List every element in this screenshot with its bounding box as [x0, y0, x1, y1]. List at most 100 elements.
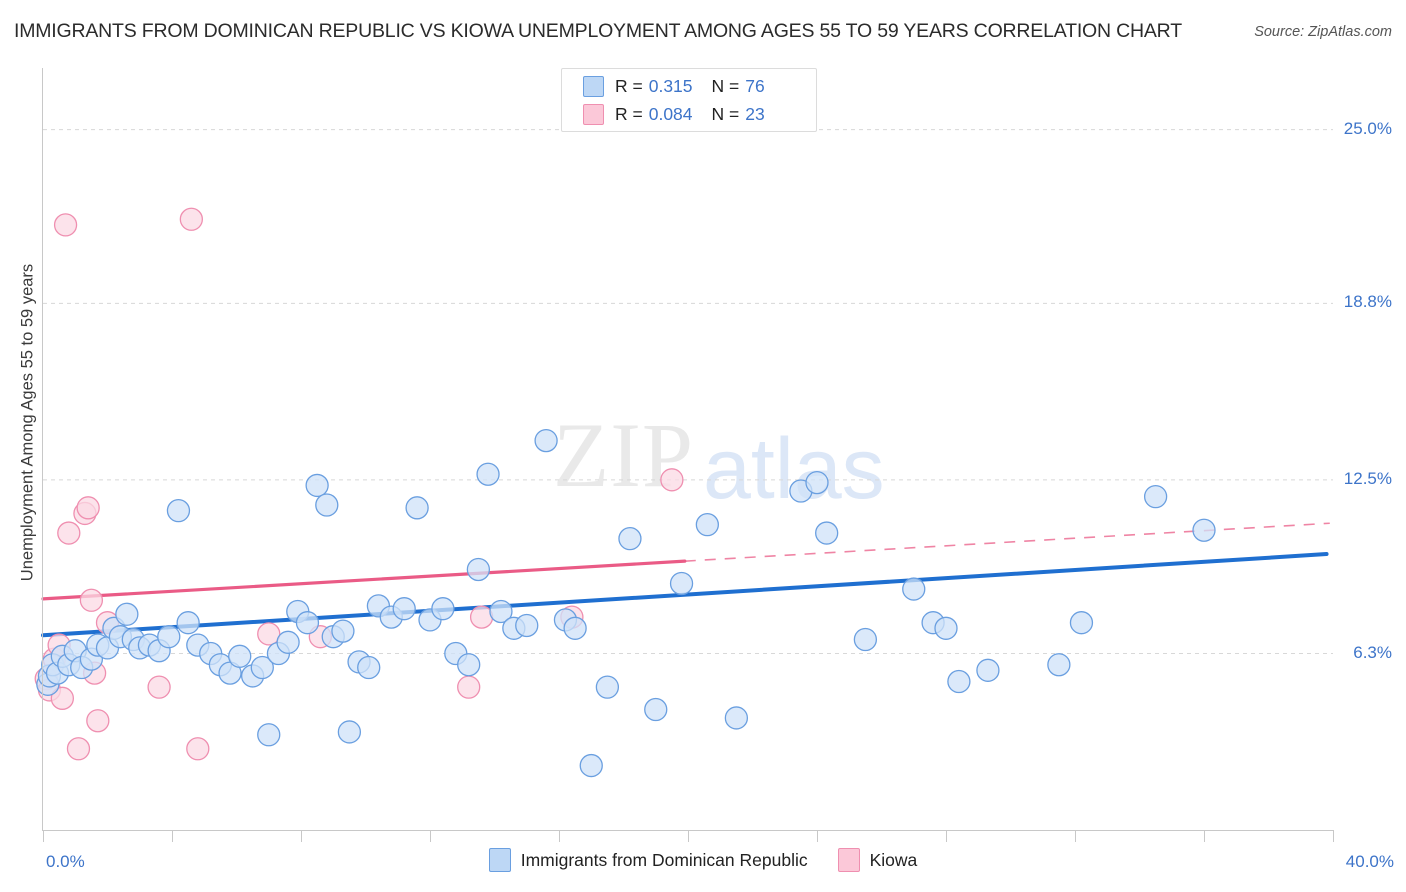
- data-point-immigrants: [315, 493, 339, 517]
- y-tick-label: 6.3%: [1353, 642, 1392, 662]
- stats-row-blue: R = 0.315 N = 76: [583, 72, 816, 100]
- y-tick-label: 12.5%: [1343, 468, 1392, 488]
- data-point-immigrants: [815, 521, 839, 545]
- data-point-kiowa: [469, 605, 494, 629]
- y-tick-label: 25.0%: [1343, 118, 1392, 138]
- pink-r-label: R =: [615, 103, 643, 124]
- x-tick: [430, 830, 431, 842]
- x-axis-min-label: 0.0%: [46, 852, 85, 871]
- legend-pink-label: Kiowa: [869, 849, 918, 870]
- data-point-immigrants: [357, 655, 381, 680]
- data-point-immigrants: [724, 706, 749, 730]
- data-point-immigrants: [618, 526, 642, 551]
- y-axis-title: Unemployment Among Ages 55 to 59 years: [18, 263, 37, 582]
- data-point-immigrants: [1047, 653, 1071, 677]
- data-point-immigrants: [515, 613, 539, 638]
- scatter-svg: [34, 129, 1333, 778]
- data-point-immigrants: [534, 428, 558, 453]
- data-point-immigrants: [934, 616, 958, 640]
- data-point-immigrants: [228, 644, 252, 668]
- data-point-immigrants: [695, 512, 719, 537]
- correlation-stats-box: R = 0.315 N = 76 R = 0.084 N = 23: [561, 68, 817, 132]
- bottom-legend: Immigrants from Dominican Republic Kiowa: [0, 848, 1406, 872]
- data-point-immigrants: [669, 571, 694, 596]
- data-point-immigrants: [295, 611, 320, 635]
- data-point-immigrants: [579, 753, 603, 778]
- data-point-immigrants: [947, 669, 971, 694]
- data-point-kiowa: [147, 675, 171, 699]
- data-point-kiowa: [50, 686, 75, 710]
- data-point-immigrants: [805, 470, 829, 495]
- data-point-immigrants: [595, 675, 620, 699]
- source-label: Source: ZipAtlas.com: [1254, 24, 1392, 40]
- x-tick: [1204, 830, 1205, 842]
- blue-r-label: R =: [615, 75, 643, 96]
- data-point-immigrants: [405, 496, 429, 520]
- data-point-immigrants: [489, 599, 513, 624]
- data-point-immigrants: [1192, 518, 1216, 542]
- data-point-immigrants: [166, 498, 191, 523]
- x-tick: [1075, 830, 1076, 842]
- pink-n-label: N =: [711, 103, 740, 124]
- data-point-kiowa: [186, 737, 210, 761]
- y-axis-line: [42, 68, 43, 830]
- data-point-immigrants: [1069, 611, 1094, 635]
- x-tick: [1333, 830, 1334, 842]
- legend-blue-swatch: [488, 848, 511, 872]
- data-point-immigrants: [305, 473, 329, 498]
- blue-series-swatch: [583, 75, 604, 97]
- trendline-pink-dashed: [684, 522, 1330, 562]
- data-point-immigrants: [157, 625, 181, 649]
- x-axis-max-label: 40.0%: [1345, 852, 1394, 871]
- x-tick: [43, 830, 44, 842]
- data-point-immigrants: [476, 462, 500, 486]
- legend-item-pink[interactable]: Kiowa: [837, 848, 918, 872]
- legend-pink-swatch: [837, 848, 860, 872]
- x-tick: [688, 830, 689, 842]
- x-tick: [817, 830, 818, 842]
- data-point-immigrants: [466, 557, 491, 582]
- stats-row-pink: R = 0.084 N = 23: [583, 100, 816, 128]
- y-tick-label: 18.8%: [1343, 292, 1392, 312]
- trendline-pink-solid: [41, 559, 687, 601]
- blue-n-value: 76: [745, 75, 765, 96]
- data-point-immigrants: [337, 720, 362, 744]
- data-point-immigrants: [457, 653, 481, 677]
- x-tick: [301, 830, 302, 842]
- blue-r-value: 0.315: [648, 75, 693, 96]
- data-point-kiowa: [457, 675, 481, 699]
- x-tick: [946, 830, 947, 842]
- pink-r-value: 0.084: [648, 103, 693, 124]
- data-point-kiowa: [57, 521, 81, 545]
- page-title: IMMIGRANTS FROM DOMINICAN REPUBLIC VS KI…: [14, 20, 1182, 42]
- data-point-kiowa: [179, 207, 204, 231]
- data-point-kiowa: [86, 709, 110, 733]
- data-point-immigrants: [563, 616, 587, 640]
- pink-series-swatch: [583, 103, 604, 125]
- trendline-blue: [41, 552, 1329, 638]
- data-point-immigrants: [392, 597, 416, 621]
- data-point-immigrants: [902, 577, 926, 601]
- legend-blue-label: Immigrants from Dominican Republic: [520, 849, 808, 870]
- data-point-immigrants: [853, 627, 878, 652]
- legend-item-blue[interactable]: Immigrants from Dominican Republic: [488, 848, 808, 872]
- data-point-immigrants: [115, 602, 139, 626]
- blue-n-label: N =: [711, 75, 740, 96]
- data-point-immigrants: [331, 619, 355, 643]
- data-point-kiowa: [257, 622, 281, 646]
- plot-area: [34, 68, 1333, 830]
- data-point-immigrants: [431, 597, 455, 621]
- data-point-immigrants: [1143, 484, 1168, 509]
- data-point-immigrants: [976, 658, 1000, 682]
- x-tick: [559, 830, 560, 842]
- x-tick: [172, 830, 173, 842]
- data-point-immigrants: [257, 723, 281, 747]
- data-point-immigrants: [276, 630, 300, 654]
- pink-n-value: 23: [745, 103, 765, 124]
- data-point-kiowa: [660, 468, 684, 492]
- data-point-immigrants: [250, 655, 274, 680]
- data-point-immigrants: [176, 611, 200, 635]
- data-point-kiowa: [66, 737, 91, 761]
- data-point-kiowa: [76, 496, 100, 520]
